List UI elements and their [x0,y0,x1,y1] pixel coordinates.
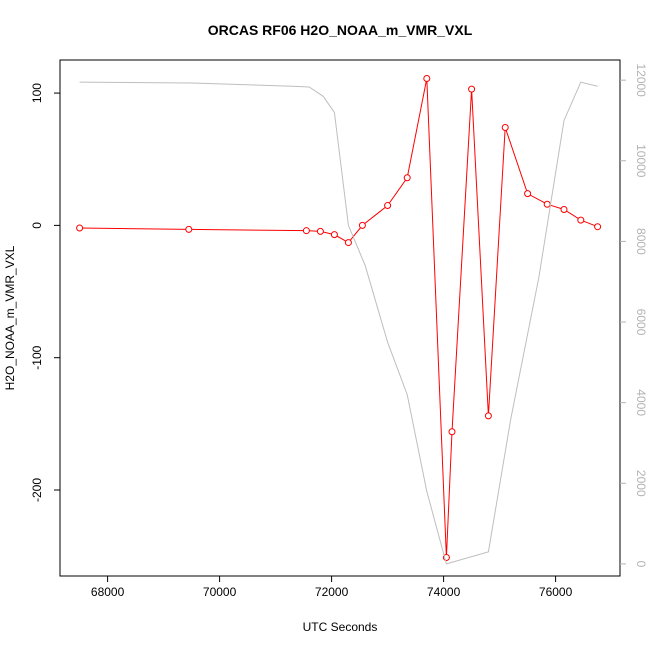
x-tick-label: 76000 [539,585,573,599]
chart-title: ORCAS RF06 H2O_NOAA_m_VMR_VXL [208,22,473,38]
y-axis-label: H2O_NOAA_m_VMR_VXL [3,245,17,390]
x-tick-label: 70000 [203,585,237,599]
y-tick-label: 100 [30,83,44,103]
y2-tick-label: 0 [634,561,648,568]
data-point [302,227,310,235]
x-tick-label: 74000 [427,585,461,599]
data-point [543,200,551,208]
y2-tick-label: 2000 [634,470,648,497]
y2-tick-label: 12000 [634,63,648,97]
data-point [185,225,193,233]
data-point [384,202,392,210]
data-point [358,221,366,229]
x-tick-label: 72000 [315,585,349,599]
data-point [423,75,431,83]
plot-area [59,59,621,577]
series-line-right [79,81,598,565]
axis-layer: 68000 70000 72000 74000 76000 -200 -100 0 100 0 20… [30,63,648,599]
data-point [594,223,602,231]
data-point [76,224,84,232]
data-point [484,412,492,420]
data-point [316,227,324,235]
y2-tick-label: 6000 [634,309,648,336]
data-point [330,231,338,239]
y-tick-label: 0 [30,222,44,229]
series-line-left [79,78,598,558]
data-point [524,190,532,198]
data-point [577,216,585,224]
series-layer [76,75,602,565]
x-axis-label: UTC Seconds [303,620,378,634]
data-point [448,428,456,436]
data-point [468,85,476,93]
y-tick-label: -200 [30,478,44,502]
y2-tick-label: 8000 [634,228,648,255]
data-point [344,239,352,247]
data-point [501,123,509,131]
data-point [403,174,411,182]
x-tick-label: 68000 [91,585,125,599]
data-point [560,206,568,214]
y2-tick-label: 10000 [634,144,648,178]
y2-tick-label: 4000 [634,389,648,416]
y-tick-label: -100 [30,345,44,369]
